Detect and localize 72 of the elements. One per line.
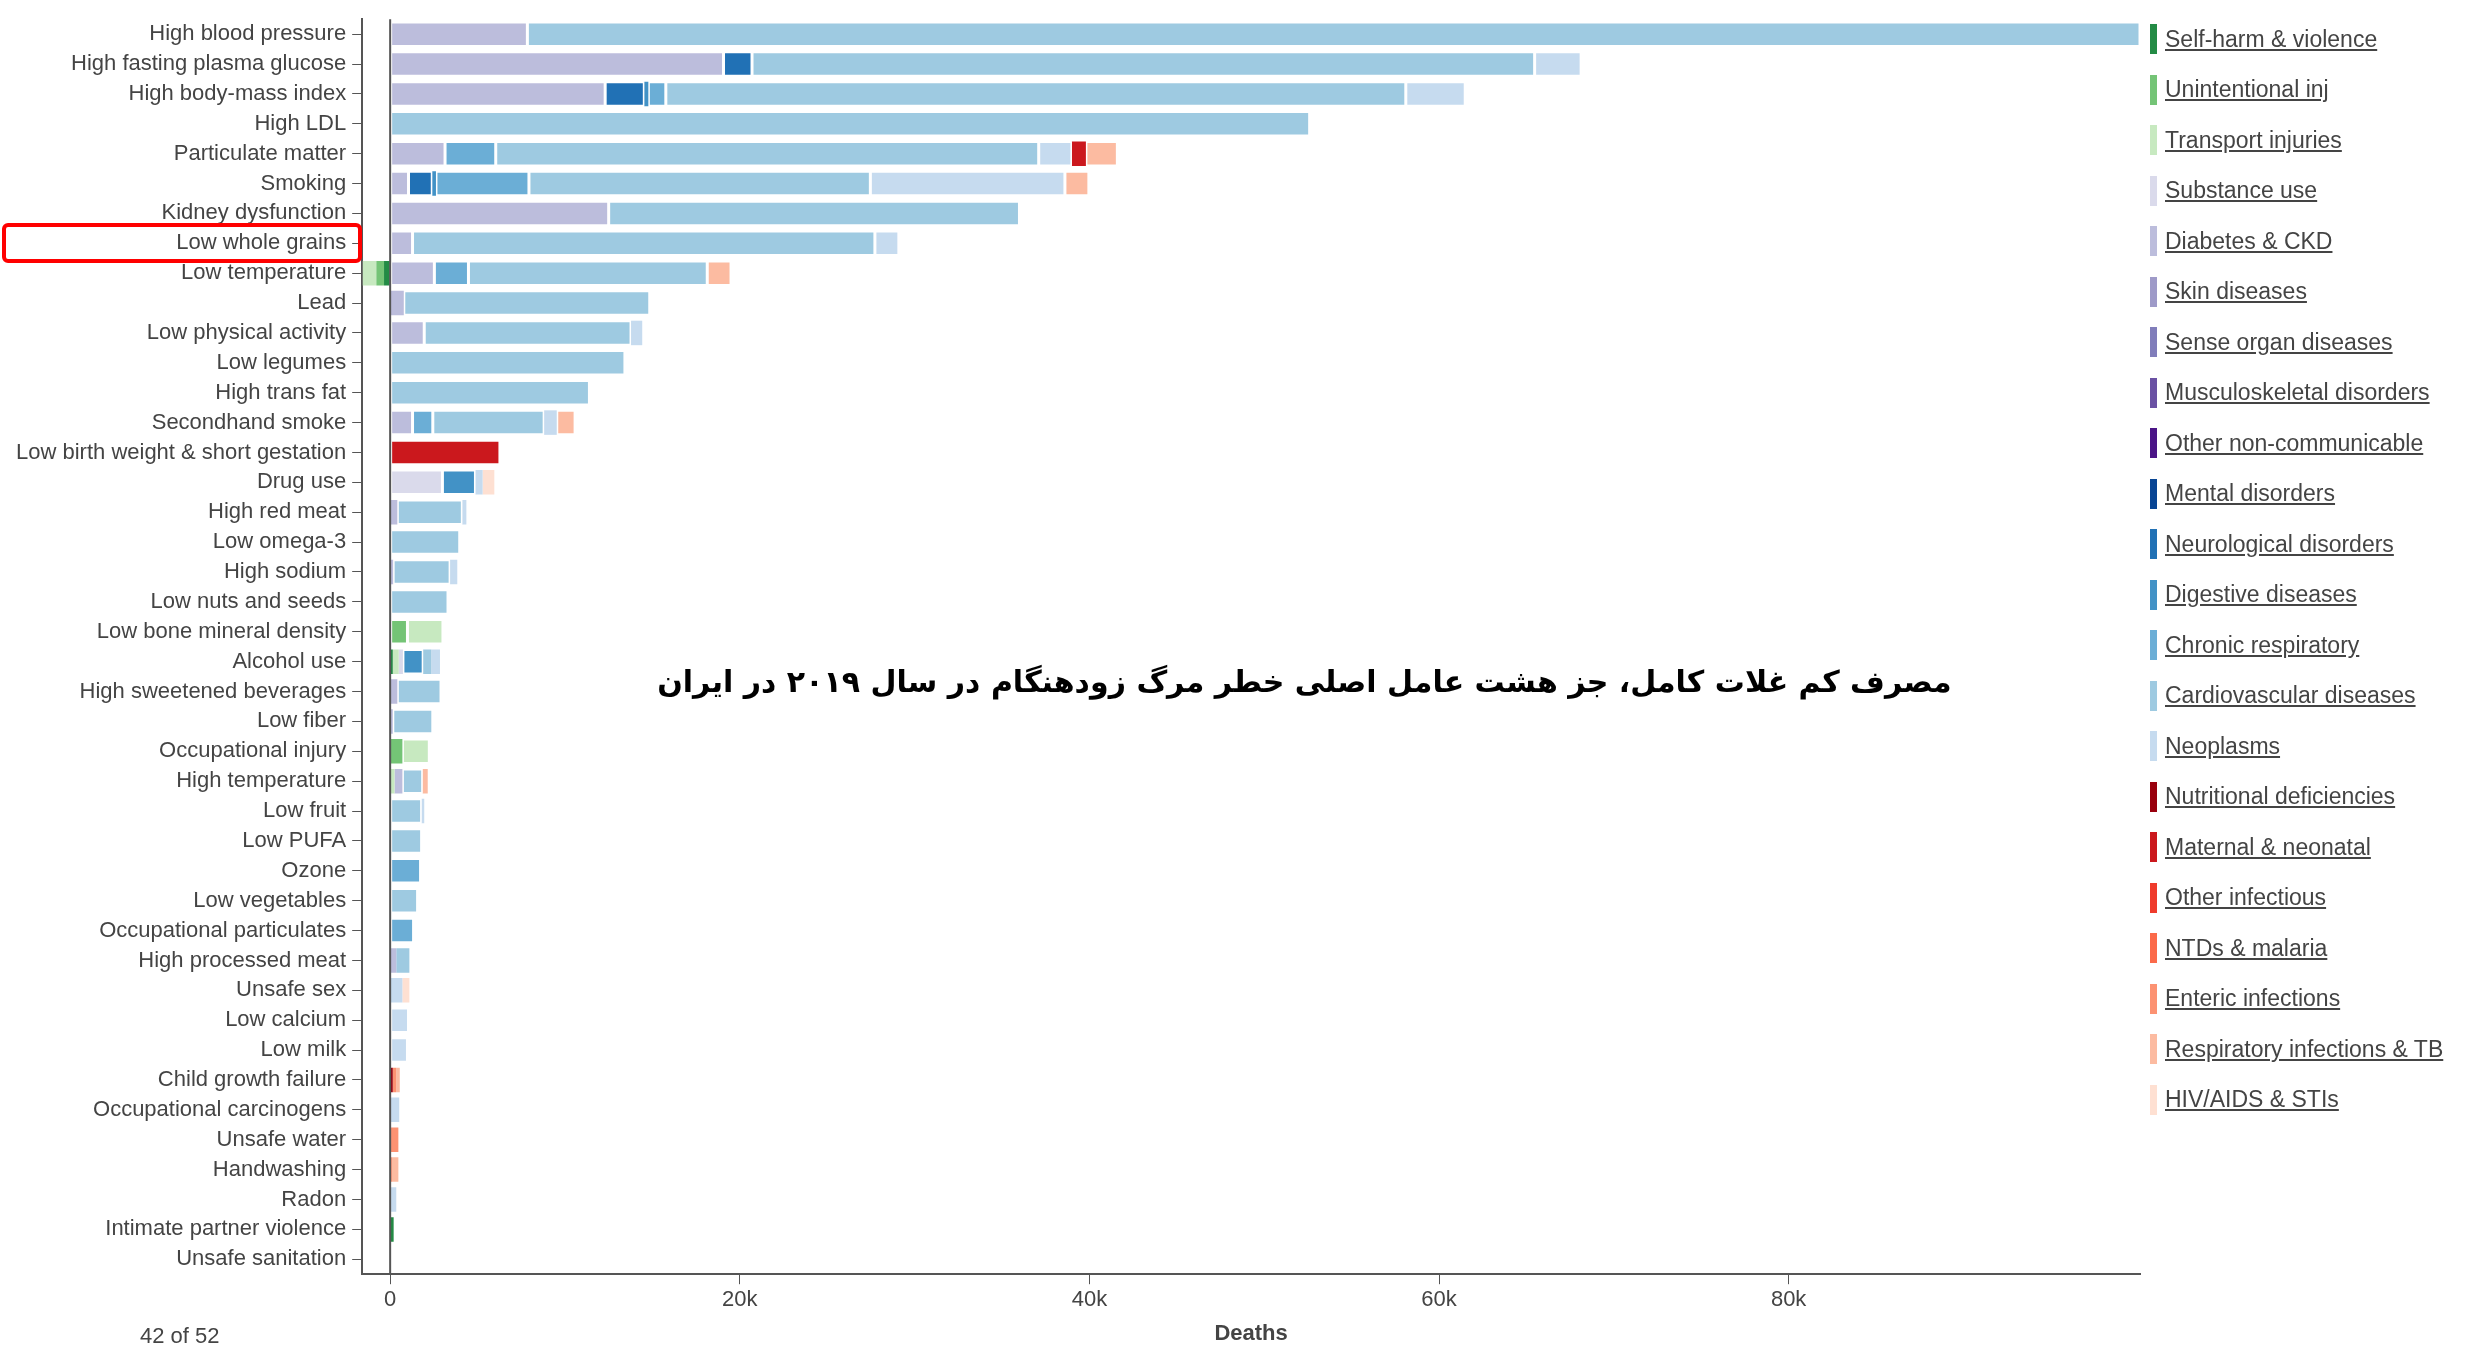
y-tick-label: Low omega-3 xyxy=(212,528,347,554)
legend-label: Other non-communicable xyxy=(2165,429,2424,457)
legend-label: Neurological disorders xyxy=(2165,530,2394,558)
x-tick-label: 0 xyxy=(384,1286,397,1312)
y-tick-label: Unsafe sex xyxy=(236,976,347,1002)
legend-label: Transport injuries xyxy=(2165,126,2342,154)
legend-label: Chronic respiratory xyxy=(2165,631,2360,659)
y-tick-label: Alcohol use xyxy=(232,647,347,673)
y-tick-label: High processed meat xyxy=(138,946,347,972)
legend-label: Other infectious xyxy=(2165,884,2327,912)
y-tick-label: Smoking xyxy=(260,169,347,195)
y-tick-label: Low milk xyxy=(260,1036,348,1062)
legend-label: Cardiovascular diseases xyxy=(2165,682,2416,710)
annotation: مصرف کم غلات کامل، جز هشت عامل اصلی خطر مرگ زودهنگام در سال ۲۰۱۹ در ایران xyxy=(657,664,1952,701)
y-tick-label: Secondhand smoke xyxy=(151,408,347,434)
y-tick-label: Low physical activity xyxy=(146,319,347,345)
y-tick-label: High blood pressure xyxy=(149,20,347,46)
y-tick-label: Low vegetables xyxy=(193,886,347,912)
x-tick-label: 60k xyxy=(1421,1286,1458,1312)
x-tick-label: 40k xyxy=(1071,1286,1109,1312)
y-tick-label: Low birth weight & short gestation xyxy=(16,438,347,464)
legend-label: Unintentional inj xyxy=(2165,76,2329,104)
y-tick-label: High sodium xyxy=(223,558,347,584)
legend-label: Enteric infections xyxy=(2165,985,2341,1013)
y-tick-label: Unsafe sanitation xyxy=(176,1245,347,1271)
x-tick-label: 80k xyxy=(1770,1286,1808,1312)
y-tick-label: Low fruit xyxy=(263,797,347,823)
y-tick-label: Particulate matter xyxy=(173,139,347,165)
y-tick-label: Occupational injury xyxy=(159,737,347,763)
y-tick-label: Radon xyxy=(281,1185,347,1211)
y-tick-label: Low calcium xyxy=(225,1006,347,1032)
legend-label: Musculoskeletal disorders xyxy=(2165,379,2430,407)
y-tick-label: Low bone mineral density xyxy=(96,617,347,643)
y-tick-label: High trans fat xyxy=(215,378,347,404)
y-tick-label: High LDL xyxy=(254,109,347,135)
y-tick-label: Occupational particulates xyxy=(99,916,347,942)
y-tick-label: Low nuts and seeds xyxy=(150,587,347,613)
legend-label: Skin diseases xyxy=(2165,278,2307,306)
y-tick-label: High body-mass index xyxy=(128,79,347,105)
y-tick-label: High red meat xyxy=(208,498,347,524)
legend-label: Digestive diseases xyxy=(2165,581,2357,609)
y-tick-label: Occupational carcinogens xyxy=(93,1095,347,1121)
y-tick-label: High fasting plasma glucose xyxy=(71,50,347,76)
legend-label: Self-harm & violence xyxy=(2165,25,2378,53)
legend-label: Substance use xyxy=(2165,177,2318,205)
y-tick-label: Low temperature xyxy=(181,259,347,285)
y-tick-label: Unsafe water xyxy=(216,1125,347,1151)
legend-label: Diabetes & CKD xyxy=(2165,227,2333,255)
y-tick-label: High temperature xyxy=(176,767,347,793)
x-axis-title: Deaths xyxy=(1214,1319,1288,1345)
text: 42 of 52 xyxy=(140,1323,220,1349)
legend-label: HIV/AIDS & STIs xyxy=(2165,1086,2339,1114)
y-tick-label: Drug use xyxy=(256,468,347,494)
legend-label: Sense organ diseases xyxy=(2165,328,2393,356)
legend-label: Neoplasms xyxy=(2165,732,2281,760)
legend-label: Mental disorders xyxy=(2165,480,2336,508)
x-tick-label: 20k xyxy=(722,1286,759,1312)
legend-label: NTDs & malaria xyxy=(2165,934,2328,962)
y-tick-label: Intimate partner violence xyxy=(105,1215,347,1241)
y-tick-label: Low fiber xyxy=(256,707,347,733)
y-tick-label: Lead xyxy=(297,289,347,315)
y-tick-label: Child growth failure xyxy=(157,1066,347,1092)
legend-label: Maternal & neonatal xyxy=(2165,833,2371,861)
y-tick-label: Low whole grains xyxy=(176,229,347,255)
y-tick-label: High sweetened beverages xyxy=(79,677,347,703)
y-tick-label: Ozone xyxy=(281,856,347,882)
legend-label: Respiratory infections & TB xyxy=(2165,1035,2444,1063)
y-tick-label: Handwashing xyxy=(212,1155,347,1181)
y-tick-label: Kidney dysfunction xyxy=(161,199,347,225)
legend-label: Nutritional deficiencies xyxy=(2165,783,2396,811)
y-tick-label: Low PUFA xyxy=(242,826,347,852)
y-tick-label: Low legumes xyxy=(216,348,347,374)
